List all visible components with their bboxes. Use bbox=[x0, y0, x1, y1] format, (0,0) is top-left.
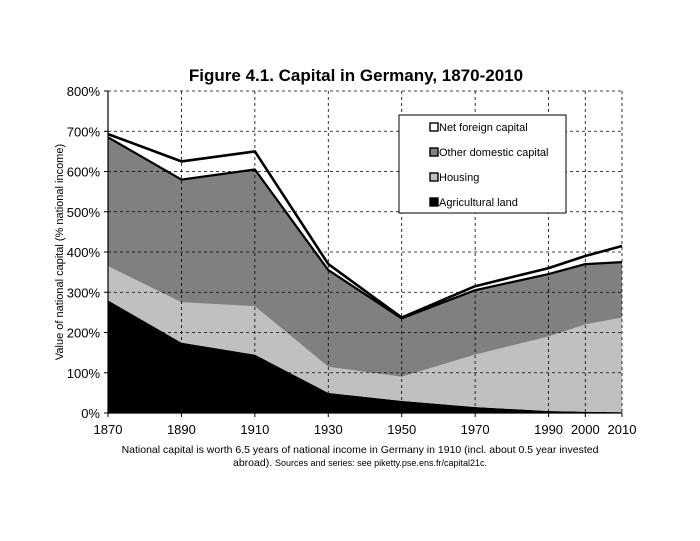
area-other-domestic-capital bbox=[108, 137, 622, 377]
legend-swatch-agricultural-land bbox=[429, 197, 439, 207]
y-tick-label: 500% bbox=[67, 205, 101, 220]
legend: Net foreign capital Other domestic capita… bbox=[398, 114, 567, 214]
x-tick-label: 2000 bbox=[571, 422, 600, 437]
y-tick-label: 700% bbox=[67, 124, 101, 139]
legend-label-net-foreign-capital: Net foreign capital bbox=[439, 122, 528, 134]
x-tick-label: 1870 bbox=[94, 422, 123, 437]
x-tick-label: 1950 bbox=[387, 422, 416, 437]
y-tick-label: 800% bbox=[67, 84, 101, 99]
legend-label-other-domestic-capital: Other domestic capital bbox=[439, 147, 548, 159]
y-tick-label: 0% bbox=[81, 406, 100, 421]
y-tick-label: 400% bbox=[67, 245, 101, 260]
legend-swatch-net-foreign-capital bbox=[429, 122, 439, 132]
x-tick-label: 1930 bbox=[314, 422, 343, 437]
chart-title: Figure 4.1. Capital in Germany, 1870-201… bbox=[189, 66, 523, 85]
legend-label-housing: Housing bbox=[439, 172, 479, 184]
legend-swatch-other-domestic-capital bbox=[429, 147, 439, 157]
x-tick-label: 1970 bbox=[461, 422, 490, 437]
legend-box bbox=[398, 114, 567, 214]
tick-labels: 0% 100% 200% 300% 400% 500% 600% 700% 800% 1870 18… bbox=[67, 84, 637, 437]
area-housing bbox=[108, 266, 622, 413]
legend-swatch-housing bbox=[429, 172, 439, 182]
x-tick-label: 1890 bbox=[167, 422, 196, 437]
y-tick-label: 100% bbox=[67, 366, 101, 381]
caption-sources: Sources and series: see piketty.pse.ens.… bbox=[275, 458, 487, 468]
y-tick-label: 300% bbox=[67, 285, 101, 300]
chart-areas bbox=[108, 134, 622, 413]
x-tick-label: 1910 bbox=[240, 422, 269, 437]
y-tick-label: 200% bbox=[67, 326, 101, 341]
y-axis-label: Value of national capital (% national in… bbox=[54, 144, 66, 360]
line-domestic-capital-top bbox=[107, 136, 623, 320]
caption-main: National capital is worth 6.5 years of n… bbox=[121, 444, 599, 469]
x-tick-label: 2010 bbox=[608, 422, 637, 437]
legend-label-agricultural-land: Agricultural land bbox=[439, 197, 518, 209]
y-tick-label: 600% bbox=[67, 165, 101, 180]
area-agricultural-land bbox=[108, 300, 622, 413]
chart-caption: National capital is worth 6.5 years of n… bbox=[120, 444, 600, 470]
series-lines bbox=[107, 132, 623, 320]
x-tick-label: 1990 bbox=[534, 422, 563, 437]
